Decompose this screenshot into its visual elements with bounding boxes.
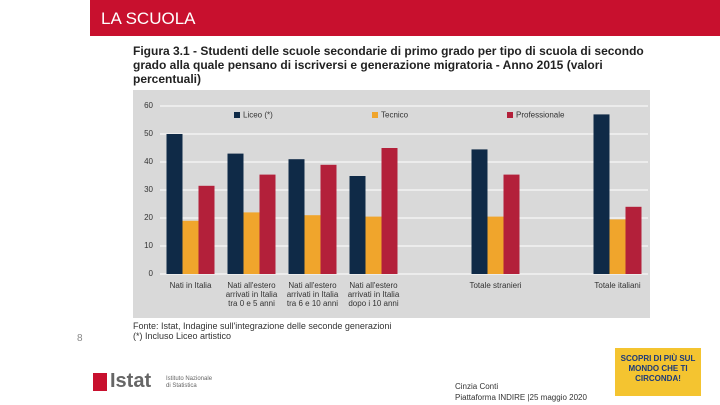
logo-text: Istat (110, 370, 152, 392)
x-tick-label: Totale italiani (594, 281, 641, 290)
bar (182, 220, 199, 274)
legend-swatch (372, 112, 378, 118)
bar (288, 159, 305, 274)
bar (320, 164, 337, 274)
slide-title: LA SCUOLA (101, 9, 196, 28)
chart-title: Figura 3.1 - Studenti delle scuole secon… (133, 44, 644, 86)
bar (243, 212, 260, 274)
bar (198, 185, 215, 274)
legend-label: Tecnico (381, 111, 409, 120)
logo-mark (93, 373, 107, 391)
bar (471, 149, 488, 274)
source-note: Fonte: Istat, Indagine sull'integrazione… (133, 321, 391, 341)
source: Fonte: Istat, Indagine sull'integrazione… (133, 321, 392, 331)
page-number: 8 (77, 333, 83, 344)
bar (487, 216, 504, 274)
x-tick-label: Nati all'estero arrivati in Italia dopo … (347, 281, 400, 308)
legend-swatch (507, 112, 513, 118)
y-tick-label: 30 (144, 185, 153, 194)
bar (349, 176, 366, 274)
x-tick-label: Nati in Italia (169, 281, 212, 290)
logo-subtitle: Istituto Nazionale di Statistica (166, 376, 213, 389)
legend-label: Liceo (*) (243, 111, 273, 120)
y-tick-label: 40 (144, 157, 153, 166)
legend-swatch (234, 112, 240, 118)
legend-label: Professionale (516, 111, 565, 120)
y-tick-label: 20 (144, 213, 153, 222)
bar (609, 219, 626, 274)
y-tick-label: 50 (144, 129, 153, 138)
bar (166, 134, 183, 274)
y-tick-label: 0 (149, 269, 154, 278)
bar (381, 148, 398, 274)
x-tick-label: Totale stranieri (469, 281, 522, 290)
bar (304, 215, 321, 274)
y-tick-label: 10 (144, 241, 153, 250)
event: Piattaforma INDIRE |25 maggio 2020 (455, 393, 587, 402)
bar (365, 216, 382, 274)
bar (259, 174, 276, 274)
x-tick-label: Nati all'estero arrivati in Italia tra 6… (286, 281, 339, 308)
x-tick-label: Nati all'estero arrivati in Italia tra 0… (225, 281, 278, 308)
badge: SCOPRI DI PIÙ SUL MONDO CHE TI CIRCONDA! (615, 348, 701, 396)
header-bar (90, 0, 720, 36)
y-tick-label: 60 (144, 101, 153, 110)
bar (227, 153, 244, 274)
author: Cinzia Conti (455, 382, 499, 391)
bar (593, 114, 610, 275)
bar (625, 206, 642, 274)
bar (503, 174, 520, 274)
note: (*) Incluso Liceo artistico (133, 331, 232, 341)
